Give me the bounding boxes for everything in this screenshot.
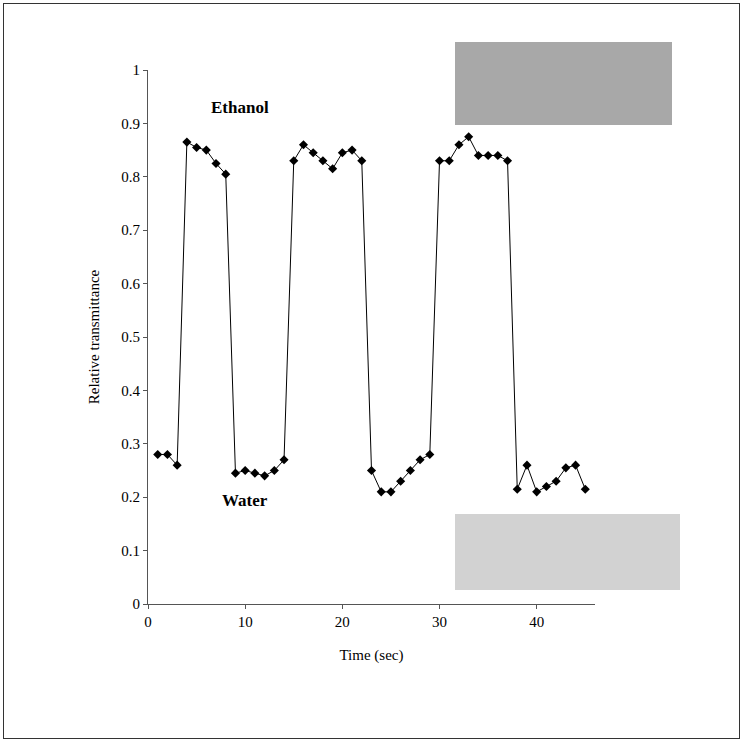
svg-text:Water: Water — [222, 491, 268, 510]
svg-text:0: 0 — [144, 614, 152, 630]
svg-text:0.1: 0.1 — [121, 543, 140, 559]
svg-text:0.4: 0.4 — [121, 383, 140, 399]
svg-text:40: 40 — [529, 614, 544, 630]
svg-text:10: 10 — [238, 614, 253, 630]
svg-text:0.6: 0.6 — [121, 276, 140, 292]
svg-text:0.8: 0.8 — [121, 169, 140, 185]
svg-text:0.2: 0.2 — [121, 489, 140, 505]
svg-text:30: 30 — [432, 614, 447, 630]
svg-text:1: 1 — [133, 62, 141, 78]
svg-text:Time (sec): Time (sec) — [339, 647, 403, 664]
svg-text:0.7: 0.7 — [121, 222, 140, 238]
svg-text:Ethanol: Ethanol — [211, 98, 269, 117]
svg-text:0.5: 0.5 — [121, 329, 140, 345]
svg-text:0: 0 — [133, 596, 141, 612]
svg-text:20: 20 — [335, 614, 350, 630]
svg-text:0.9: 0.9 — [121, 116, 140, 132]
svg-text:Relative transmittance: Relative transmittance — [86, 269, 102, 404]
svg-text:0.3: 0.3 — [121, 436, 140, 452]
